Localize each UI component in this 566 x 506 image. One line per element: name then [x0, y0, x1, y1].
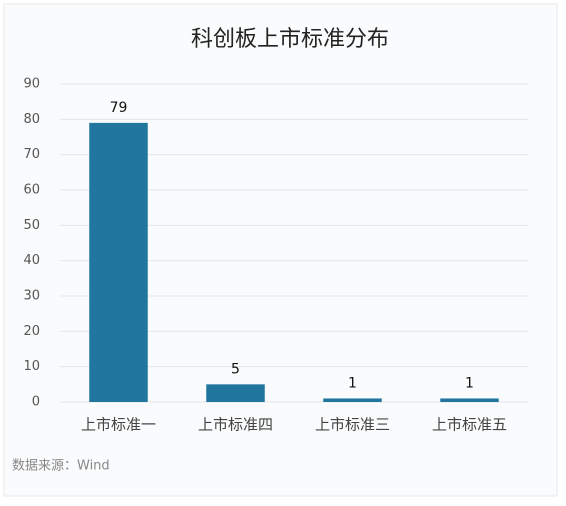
y-tick-label: 10 [23, 359, 40, 374]
x-tick-label: 上市标准四 [198, 416, 273, 434]
y-tick-label: 20 [23, 324, 40, 339]
y-tick-label: 40 [23, 253, 40, 268]
y-tick-label: 30 [23, 289, 40, 304]
bar [440, 398, 499, 402]
y-tick-label: 70 [23, 147, 40, 162]
x-tick-label: 上市标准一 [81, 416, 156, 434]
x-tick-label: 上市标准五 [432, 416, 507, 434]
y-tick-label: 0 [32, 395, 40, 410]
chart-title: 科创板上市标准分布 [191, 27, 389, 52]
x-tick-label: 上市标准三 [315, 416, 390, 434]
y-tick-label: 90 [23, 77, 40, 92]
value-label: 5 [231, 361, 240, 377]
y-tick-label: 80 [23, 112, 40, 127]
source-note: 数据来源：Wind [12, 459, 110, 474]
y-tick-label: 60 [23, 183, 40, 198]
value-label: 1 [465, 375, 474, 391]
bar [206, 384, 265, 402]
y-tick-label: 50 [23, 218, 40, 233]
value-label: 79 [110, 100, 128, 116]
bar [89, 122, 148, 402]
value-label: 1 [348, 375, 357, 391]
bar [323, 398, 382, 402]
